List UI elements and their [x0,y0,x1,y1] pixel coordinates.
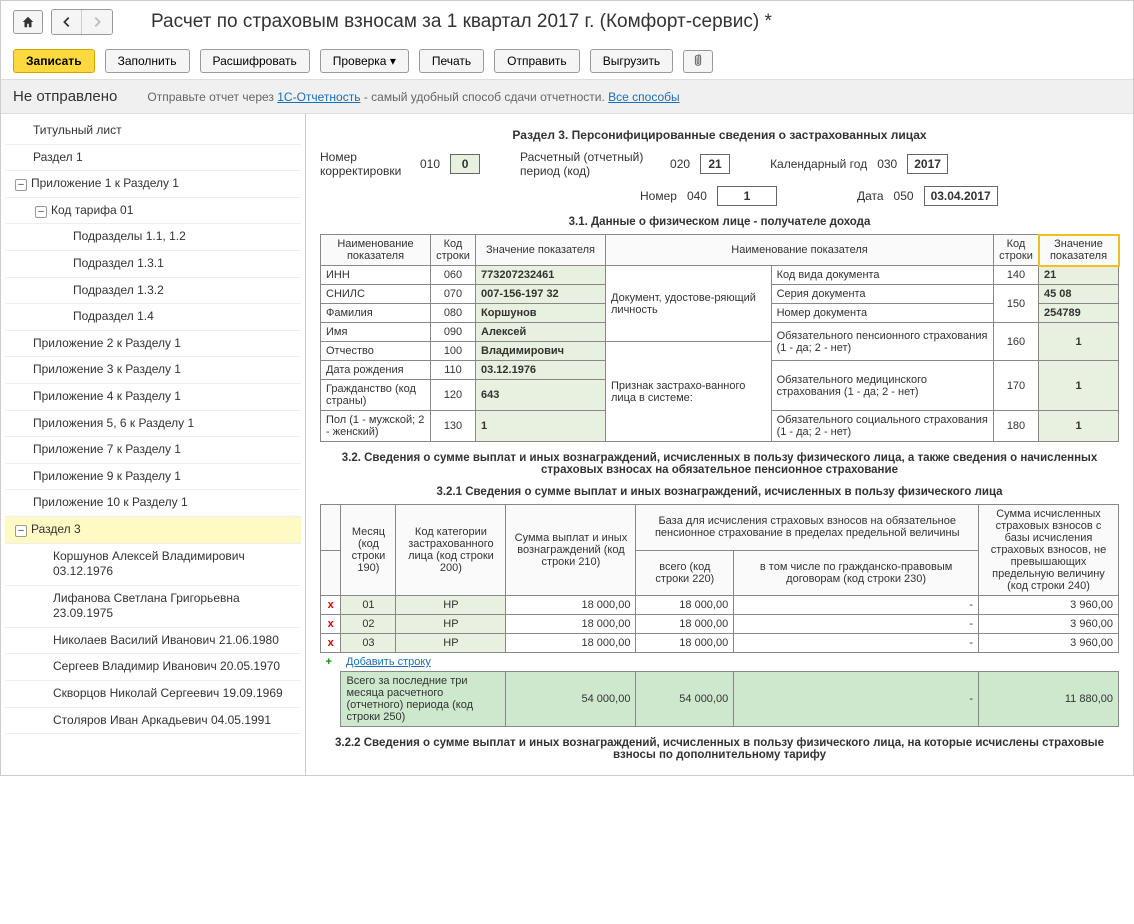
sections-tree: Титульный лист Раздел 1 –Приложение 1 к … [1,114,306,775]
year-value[interactable]: 2017 [907,154,948,174]
num-label: Номер [640,189,677,203]
num-value[interactable]: 1 [717,186,777,206]
tree-sub14[interactable]: Подраздел 1.4 [5,304,301,331]
delete-row-1[interactable]: x [321,596,341,615]
sub322-title: 3.2.2 Сведения о сумме выплат и иных воз… [320,737,1119,761]
tree-person1[interactable]: Коршунов Алексей Владимирович 03.12.1976 [5,544,301,586]
tree-title-page[interactable]: Титульный лист [5,118,301,145]
forward-button[interactable] [82,10,112,34]
send-button[interactable]: Отправить [494,49,580,73]
tree-app4[interactable]: Приложение 4 к Разделу 1 [5,384,301,411]
date-value[interactable]: 03.04.2017 [924,186,998,206]
delete-row-2[interactable]: x [321,615,341,634]
check-button[interactable]: Проверка ▾ [320,49,409,73]
tree-app7[interactable]: Приложение 7 к Разделу 1 [5,437,301,464]
fill-button[interactable]: Заполнить [105,49,190,73]
tree-sub131[interactable]: Подраздел 1.3.1 [5,251,301,278]
decrypt-button[interactable]: Расшифровать [200,49,310,73]
delete-row-3[interactable]: x [321,634,341,653]
write-button[interactable]: Записать [13,49,95,73]
back-button[interactable] [52,10,82,34]
tree-person2[interactable]: Лифанова Светлана Григорьевна 23.09.1975 [5,586,301,628]
collapse-icon[interactable]: – [15,179,27,191]
window-title: Расчет по страховым взносам за 1 квартал… [151,11,772,33]
year-label: Календарный год [770,157,867,171]
tree-person4[interactable]: Сергеев Владимир Иванович 20.05.1970 [5,654,301,681]
tree-app9[interactable]: Приложение 9 к Разделу 1 [5,464,301,491]
date-label: Дата [857,189,884,203]
link-all-ways[interactable]: Все способы [608,90,680,104]
chevron-down-icon: ▾ [390,54,396,68]
corr-label: Номер корректировки [320,150,410,178]
tree-sub11-12[interactable]: Подразделы 1.1, 1.2 [5,224,301,251]
tree-app56[interactable]: Приложения 5, 6 к Разделу 1 [5,411,301,438]
collapse-icon[interactable]: – [35,206,47,218]
section3-title: Раздел 3. Персонифицированные сведения о… [320,128,1119,142]
period-label: Расчетный (отчетный) период (код) [520,150,660,178]
tree-app2[interactable]: Приложение 2 к Разделу 1 [5,331,301,358]
tree-person5[interactable]: Скворцов Николай Сергеевич 19.09.1969 [5,681,301,708]
tree-tariff01[interactable]: –Код тарифа 01 [5,198,301,225]
add-row-link[interactable]: Добавить строку [346,656,431,668]
sub321-title: 3.2.1 Сведения о сумме выплат и иных воз… [320,486,1119,498]
tree-person6[interactable]: Столяров Иван Аркадьевич 04.05.1991 [5,708,301,735]
status-label: Не отправлено [13,88,117,105]
home-button[interactable] [13,10,43,34]
corr-value[interactable]: 0 [450,154,480,174]
period-value[interactable]: 21 [700,154,730,174]
tree-section3[interactable]: –Раздел 3 [5,517,301,544]
sub32-title: 3.2. Сведения о сумме выплат и иных возн… [320,452,1119,476]
tree-app1[interactable]: –Приложение 1 к Разделу 1 [5,171,301,198]
tree-section1[interactable]: Раздел 1 [5,145,301,172]
collapse-icon[interactable]: – [15,525,27,537]
tree-app10[interactable]: Приложение 10 к Разделу 1 [5,490,301,517]
tree-person3[interactable]: Николаев Василий Иванович 21.06.1980 [5,628,301,655]
status-hint: Отправьте отчет через 1С-Отчетность - са… [147,90,679,104]
table-31: Наименование показателя Код строки Значе… [320,234,1119,442]
table-321: Месяц (код строки 190) Код категории зас… [320,504,1119,727]
attach-button[interactable] [683,50,713,73]
sub31-title: 3.1. Данные о физическом лице - получате… [320,216,1119,228]
print-button[interactable]: Печать [419,49,484,73]
plus-icon: + [326,656,332,668]
unload-button[interactable]: Выгрузить [590,49,674,73]
tree-sub132[interactable]: Подраздел 1.3.2 [5,278,301,305]
tree-app3[interactable]: Приложение 3 к Разделу 1 [5,357,301,384]
link-1c-report[interactable]: 1С-Отчетность [277,90,360,104]
